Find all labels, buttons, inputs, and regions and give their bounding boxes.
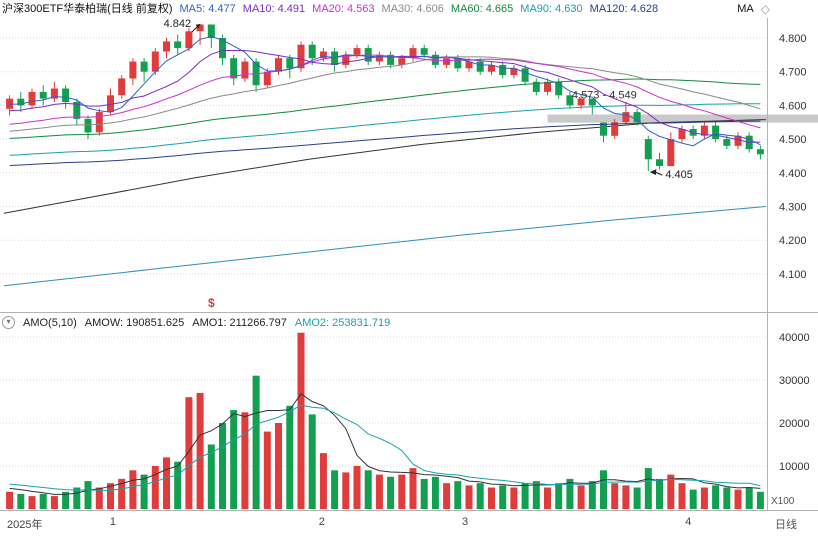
svg-text:4.400: 4.400 (779, 168, 807, 180)
svg-text:4.842: 4.842 (164, 18, 192, 30)
amo-legend-item: AMO2: 253831.719 (294, 316, 391, 329)
collapse-pane-icon[interactable]: ▾ (2, 316, 15, 329)
x-axis-label: 2 (318, 516, 325, 528)
svg-text:4.600: 4.600 (779, 100, 807, 112)
amo-legend-item: AMOW: 190851.625 (84, 316, 185, 329)
svg-text:4.200: 4.200 (779, 235, 807, 247)
annotations-layer: 4.842 4.405 4.573 - 4.549 (164, 18, 693, 181)
svg-text:4.405: 4.405 (665, 169, 693, 181)
svg-text:4.300: 4.300 (779, 202, 807, 214)
svg-text:4.100: 4.100 (779, 269, 807, 281)
instrument-title: 沪深300ETF华泰柏瑞(日线 前复权) (2, 3, 173, 15)
ma-legend: MA5: 4.477 MA10: 4.491 MA20: 4.563 MA30: 4.… (180, 1, 659, 17)
ma-legend-item: MA120: 4.628 (589, 3, 659, 15)
volume-unit-label: X100 (771, 496, 795, 507)
borders-layer (0, 18, 818, 511)
x-axis-label: 4 (685, 516, 692, 528)
price-pane-header: 沪深300ETF华泰柏瑞(日线 前复权) MA5: 4.477 MA10: 4.4… (2, 1, 770, 17)
volume-bars-layer (6, 332, 764, 510)
ma-legend-item: MA30: 4.606 (381, 3, 444, 15)
indicator-diamond-icon[interactable]: ◇ (760, 2, 770, 16)
ma-overflow-label: MA (737, 3, 754, 15)
amo-legend: AMO(5,10) AMOW: 190851.625 AMO1: 211266.79… (23, 317, 390, 329)
amo-legend-item: AMO1: 211266.797 (192, 316, 287, 329)
x-axis-label: 3 (461, 516, 469, 528)
period-label: 日线 (775, 519, 797, 531)
svg-text:4.573 - 4.549: 4.573 - 4.549 (572, 90, 637, 102)
volume-pane-header: ▾ AMO(5,10) AMOW: 190851.625 AMO1: 211266.… (2, 316, 390, 329)
gap-band (547, 114, 818, 123)
amo-legend-item: AMO(5,10) (23, 316, 77, 329)
ma-legend-item: MA90: 4.630 (520, 3, 583, 15)
ex-dividend-marker: $ (208, 296, 215, 310)
svg-text:4.800: 4.800 (779, 33, 807, 45)
x-axis-label: 2025年 (7, 519, 43, 531)
x-axis-row: 2025年 1 2 3 4 (4, 513, 766, 535)
grid-layer: 4.800 4.700 4.600 4.500 4.400 4.300 4.200 4.100… (0, 33, 810, 473)
ma-legend-item: MA5: 4.477 (179, 3, 236, 15)
svg-text:10000: 10000 (779, 461, 810, 473)
svg-text:4.500: 4.500 (779, 134, 807, 146)
svg-text:$: $ (208, 296, 215, 310)
ma-legend-item: MA20: 4.563 (312, 3, 375, 15)
long-ma-layer (3, 119, 767, 287)
svg-text:20000: 20000 (779, 418, 810, 430)
ma-legend-item: MA60: 4.665 (450, 3, 514, 15)
x-axis-label: 1 (109, 516, 117, 528)
ma-lines-layer (9, 36, 761, 166)
amo-lines-layer (9, 393, 761, 495)
svg-text:30000: 30000 (779, 375, 810, 387)
svg-text:4.700: 4.700 (779, 67, 807, 79)
ma-legend-item: MA10: 4.491 (242, 3, 306, 15)
svg-text:40000: 40000 (779, 332, 810, 344)
